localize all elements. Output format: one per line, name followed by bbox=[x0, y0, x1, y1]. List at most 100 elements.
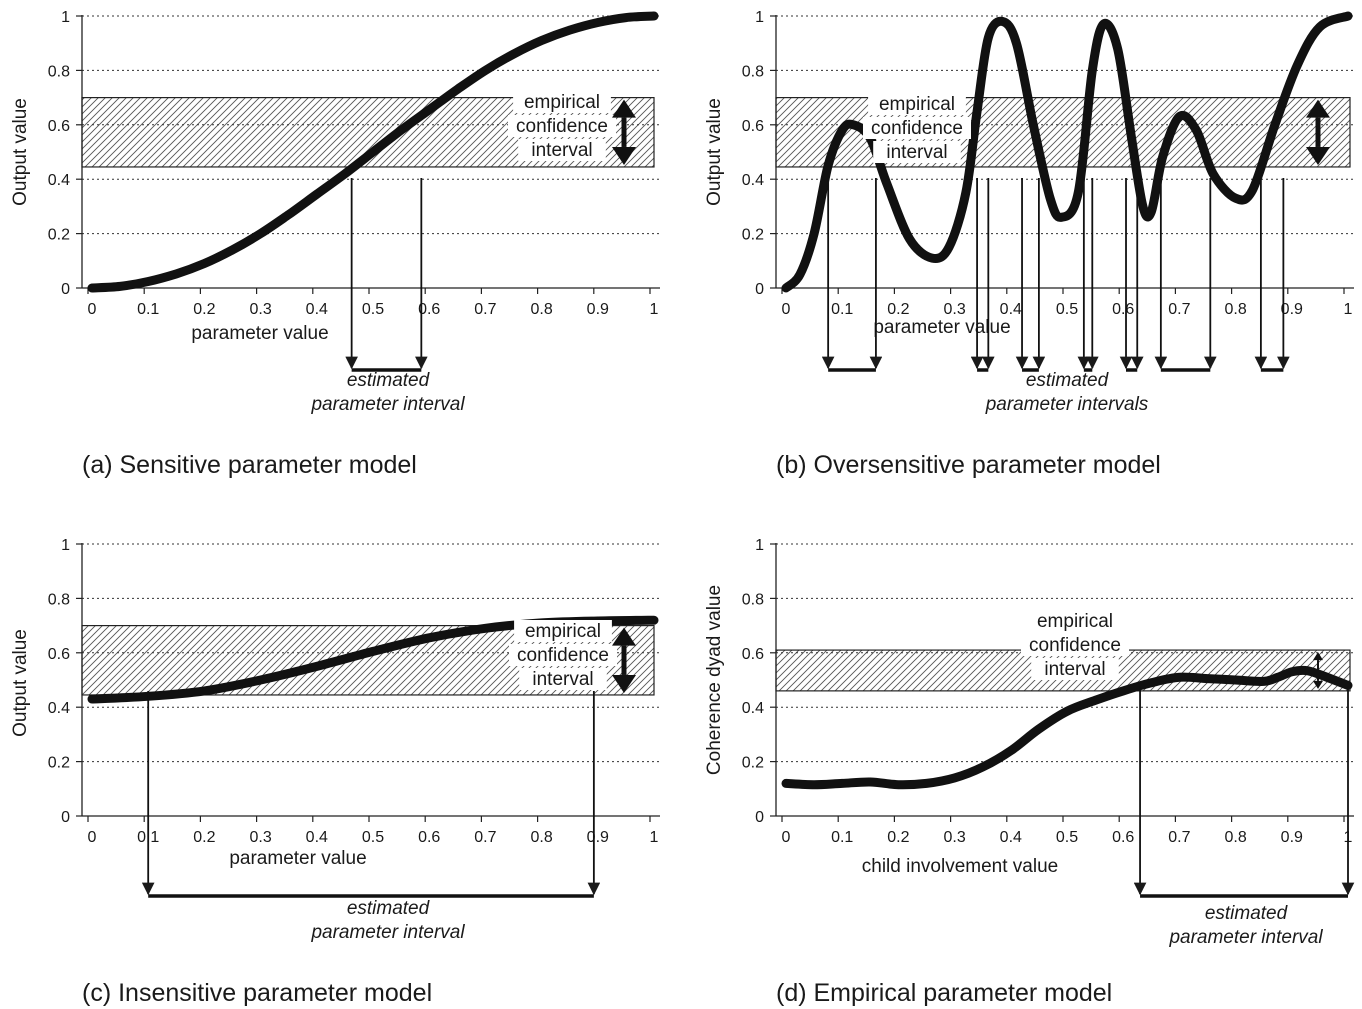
interval-label-line: estimated bbox=[347, 898, 431, 919]
x-tick-label: 0.3 bbox=[943, 829, 965, 846]
arrow-up-icon bbox=[612, 99, 636, 118]
y-tick-label: 0.4 bbox=[48, 700, 70, 717]
y-tick-label: 0.8 bbox=[48, 63, 70, 80]
arrow-down-icon bbox=[1306, 146, 1330, 165]
y-axis-label: Output value bbox=[10, 98, 31, 206]
band-label-line: confidence bbox=[1029, 635, 1121, 656]
x-tick-label: 0 bbox=[88, 829, 97, 846]
x-tick-label: 0.6 bbox=[1112, 301, 1134, 318]
x-axis-label: parameter value bbox=[191, 323, 328, 344]
x-tick-label: 0.9 bbox=[1281, 829, 1303, 846]
x-tick-label: 0.4 bbox=[306, 829, 328, 846]
x-axis-label: child involvement value bbox=[862, 856, 1058, 877]
x-tick-label: 0.3 bbox=[249, 829, 271, 846]
x-tick-label: 0.6 bbox=[418, 301, 440, 318]
x-tick-label: 1 bbox=[650, 301, 659, 318]
x-tick-label: 0.1 bbox=[831, 301, 853, 318]
arrow-up-icon bbox=[1306, 99, 1330, 118]
x-axis-label: parameter value bbox=[873, 317, 1010, 338]
interval-label-line: parameter interval bbox=[310, 394, 465, 415]
y-tick-label: 0.4 bbox=[742, 172, 764, 189]
band-label-bg bbox=[508, 115, 616, 137]
panel-caption: (d) Empirical parameter model bbox=[776, 979, 1112, 1007]
y-tick-label: 0 bbox=[755, 809, 764, 826]
x-tick-label: 0.8 bbox=[530, 829, 552, 846]
x-tick-label: 0.5 bbox=[1056, 301, 1078, 318]
x-tick-label: 0.3 bbox=[249, 301, 271, 318]
interval-label-line: parameter interval bbox=[1168, 927, 1323, 948]
x-tick-label: 0.9 bbox=[587, 301, 609, 318]
x-tick-label: 0.6 bbox=[418, 829, 440, 846]
x-tick-label: 0.9 bbox=[1281, 301, 1303, 318]
y-axis-label: Coherence dyad value bbox=[704, 585, 725, 775]
band-label-line: empirical bbox=[879, 94, 955, 115]
band-label-bg bbox=[519, 668, 607, 690]
panel-caption: (a) Sensitive parameter model bbox=[82, 451, 417, 479]
x-tick-label: 0.2 bbox=[193, 301, 215, 318]
band-label-line: empirical bbox=[1037, 611, 1113, 632]
band-label-bg bbox=[1031, 658, 1119, 680]
y-tick-label: 0.2 bbox=[48, 227, 70, 244]
band-label-line: interval bbox=[532, 669, 593, 690]
interval-label-line: estimated bbox=[347, 370, 431, 391]
x-tick-label: 0.7 bbox=[1168, 301, 1190, 318]
y-tick-label: 1 bbox=[755, 9, 764, 26]
band-label-line: confidence bbox=[516, 116, 608, 137]
interval-label-line: estimated bbox=[1205, 903, 1289, 924]
x-tick-label: 0.6 bbox=[1112, 829, 1134, 846]
interval-label-line: parameter intervals bbox=[985, 394, 1149, 415]
x-tick-label: 0.7 bbox=[1168, 829, 1190, 846]
x-tick-label: 0 bbox=[88, 301, 97, 318]
band-label-bg bbox=[868, 93, 966, 115]
band-label-bg bbox=[863, 117, 971, 139]
y-tick-label: 0 bbox=[755, 281, 764, 298]
band-label-bg bbox=[1026, 610, 1124, 632]
y-tick-label: 1 bbox=[61, 9, 70, 26]
band-label-bg bbox=[1021, 634, 1129, 656]
y-tick-label: 0.6 bbox=[742, 118, 764, 135]
y-tick-label: 0.2 bbox=[742, 755, 764, 772]
y-tick-label: 0 bbox=[61, 809, 70, 826]
y-tick-label: 0.4 bbox=[48, 172, 70, 189]
x-tick-label: 0.9 bbox=[587, 829, 609, 846]
x-tick-label: 0.4 bbox=[1000, 829, 1022, 846]
series-line bbox=[87, 11, 659, 293]
y-tick-label: 0.6 bbox=[742, 646, 764, 663]
interval-label-line: estimated bbox=[1026, 370, 1110, 391]
panel-caption: (c) Insensitive parameter model bbox=[82, 979, 432, 1007]
y-axis-label: Output value bbox=[10, 629, 31, 737]
panel-caption: (b) Oversensitive parameter model bbox=[776, 451, 1161, 479]
x-tick-label: 0.8 bbox=[1224, 829, 1246, 846]
band-label-line: confidence bbox=[517, 645, 609, 666]
x-tick-label: 0.7 bbox=[474, 829, 496, 846]
band-label-bg bbox=[518, 139, 606, 161]
band-label-line: interval bbox=[531, 140, 592, 161]
interval-label-line: parameter interval bbox=[310, 922, 465, 943]
band-label-bg bbox=[509, 644, 617, 666]
arrow-up-icon bbox=[1313, 652, 1323, 661]
y-tick-label: 0.2 bbox=[742, 227, 764, 244]
chart-panel-c: 00.20.40.60.810 0.1 0.2 0.3 0.4 0.5 0.6 0.7 0.8 0… bbox=[10, 537, 660, 1007]
x-tick-label: 1 bbox=[650, 829, 659, 846]
y-tick-label: 0.6 bbox=[48, 118, 70, 135]
band-label-line: confidence bbox=[871, 118, 963, 139]
series-line bbox=[781, 665, 1353, 790]
y-axis-label: Output value bbox=[704, 98, 725, 206]
y-tick-label: 0.8 bbox=[48, 591, 70, 608]
arrow-down-icon bbox=[612, 146, 636, 165]
x-tick-label: 0.1 bbox=[831, 829, 853, 846]
x-tick-label: 0.3 bbox=[943, 301, 965, 318]
x-tick-label: 0 bbox=[782, 829, 791, 846]
y-tick-label: 0.4 bbox=[742, 700, 764, 717]
band-label-bg bbox=[873, 141, 961, 163]
y-tick-label: 0 bbox=[61, 281, 70, 298]
arrow-down-icon bbox=[1313, 680, 1323, 689]
x-tick-label: 0.8 bbox=[530, 301, 552, 318]
y-tick-label: 0.6 bbox=[48, 646, 70, 663]
x-tick-label: 0.1 bbox=[137, 301, 159, 318]
x-tick-label: 0.2 bbox=[887, 301, 909, 318]
x-tick-label: 0.4 bbox=[306, 301, 328, 318]
x-tick-label: 0.2 bbox=[887, 829, 909, 846]
y-tick-label: 0.8 bbox=[742, 591, 764, 608]
